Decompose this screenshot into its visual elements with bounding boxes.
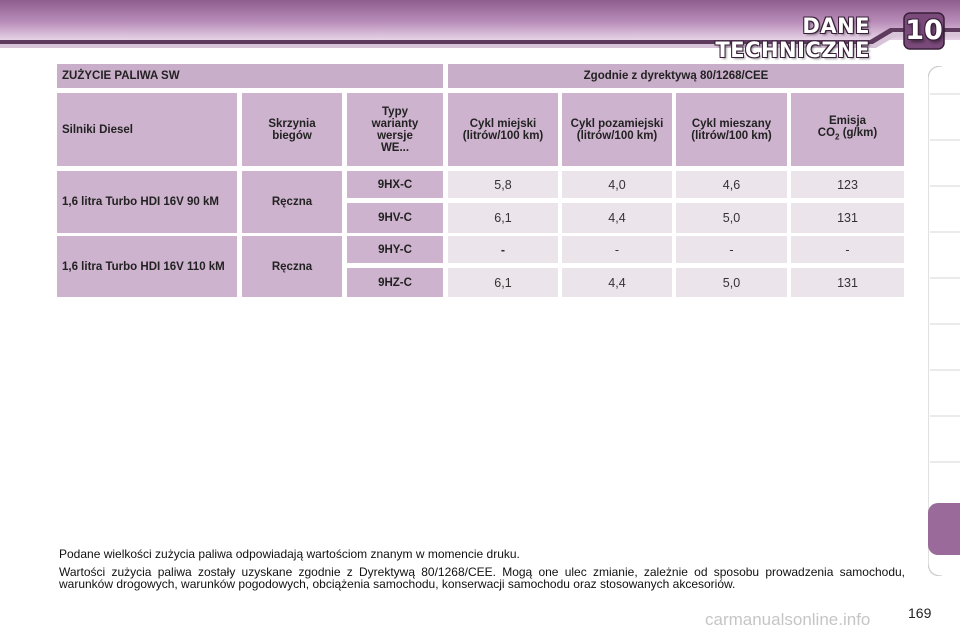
extra-urban-cell: 4,4 bbox=[562, 203, 672, 233]
combined-cell: 5,0 bbox=[676, 203, 787, 233]
table-title-left: ZUŻYCIE PALIWA SW bbox=[57, 64, 443, 88]
engine-cell: 1,6 litra Turbo HDI 16V 110 kM bbox=[57, 236, 237, 297]
chapter-number: 10 bbox=[905, 15, 943, 46]
header-band bbox=[0, 0, 960, 48]
gearbox-cell: Ręczna bbox=[242, 171, 342, 233]
side-tab-active[interactable] bbox=[928, 503, 960, 555]
variant-cell: 9HX-C bbox=[347, 171, 443, 198]
variant-cell: 9HZ-C bbox=[347, 268, 443, 297]
gearbox-cell: Ręczna bbox=[242, 236, 342, 297]
extra-urban-cell: 4,0 bbox=[562, 171, 672, 198]
col-header-gearbox: Skrzynia biegów bbox=[242, 93, 342, 166]
variant-cell: 9HV-C bbox=[347, 203, 443, 233]
extra-urban-cell: - bbox=[562, 236, 672, 263]
col-header-emission: Emisja CO2 (g/km) bbox=[791, 93, 904, 166]
watermark: carmanualsonline.info bbox=[705, 610, 871, 629]
co2-cell: 123 bbox=[791, 171, 904, 198]
col-header-emission-label: Emisja bbox=[828, 115, 867, 128]
chapter-badge: 10 bbox=[902, 11, 946, 51]
urban-cell: 6,1 bbox=[448, 268, 558, 297]
col-header-extra-urban: Cykl pozamiejski (litrów/100 km) bbox=[562, 93, 672, 166]
combined-cell: 5,0 bbox=[676, 268, 787, 297]
col-header-emission-unit: CO2 (g/km) bbox=[817, 127, 878, 142]
engine-cell: 1,6 litra Turbo HDI 16V 90 kM bbox=[57, 171, 237, 233]
page-number: 169 bbox=[908, 605, 932, 621]
variant-cell: 9HY-C bbox=[347, 236, 443, 263]
co2-cell: 131 bbox=[791, 268, 904, 297]
footnote: Wartości zużycia paliwa zostały uzyskane… bbox=[59, 564, 905, 591]
extra-urban-cell: 4,4 bbox=[562, 268, 672, 297]
col-header-engines: Silniki Diesel bbox=[57, 93, 237, 166]
urban-cell: 6,1 bbox=[448, 203, 558, 233]
footnotes: Podane wielkości zużycia paliwa odpowiad… bbox=[59, 548, 905, 596]
urban-cell: - bbox=[448, 236, 558, 263]
col-header-variants: Typy warianty wersje WE... bbox=[347, 93, 443, 166]
chapter-badge-shape bbox=[903, 12, 945, 50]
co2-cell: - bbox=[791, 236, 904, 263]
footnote: Podane wielkości zużycia paliwa odpowiad… bbox=[59, 547, 520, 561]
col-header-urban: Cykl miejski (litrów/100 km) bbox=[448, 93, 558, 166]
co2-cell: 131 bbox=[791, 203, 904, 233]
page-title: DANE TECHNICZNE bbox=[715, 14, 870, 62]
col-header-combined: Cykl mieszany (litrów/100 km) bbox=[676, 93, 787, 166]
side-tab-strip bbox=[928, 66, 960, 576]
combined-cell: - bbox=[676, 236, 787, 263]
combined-cell: 4,6 bbox=[676, 171, 787, 198]
table-title-right: Zgodnie z dyrektywą 80/1268/CEE bbox=[448, 64, 904, 88]
urban-cell: 5,8 bbox=[448, 171, 558, 198]
